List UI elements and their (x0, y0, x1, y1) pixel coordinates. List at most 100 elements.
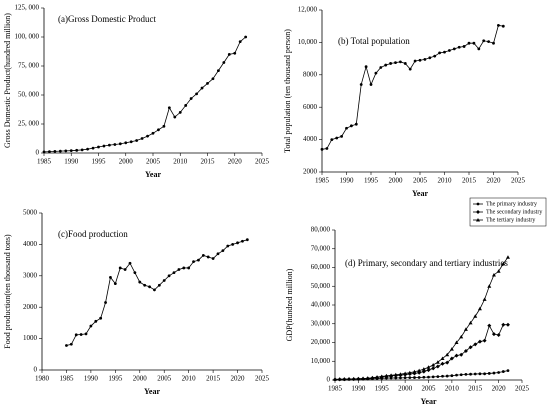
marker (157, 128, 160, 132)
marker (463, 348, 468, 353)
marker (89, 324, 93, 328)
panel: 2000 4000 6000 8000 10,000 12,000 1985 1990 1995… (283, 6, 526, 198)
y-axis-label: GDP(hundred million) (285, 268, 294, 341)
marker (135, 139, 139, 142)
marker (462, 45, 466, 48)
marker (123, 268, 127, 271)
marker (325, 147, 329, 150)
marker (182, 266, 186, 270)
chart-title: (c)Food production (58, 229, 128, 239)
marker (459, 334, 464, 339)
marker (450, 374, 454, 378)
marker (440, 361, 445, 366)
marker (476, 202, 480, 206)
marker (42, 150, 46, 154)
marker (501, 322, 506, 327)
y-tick-label: 50,000 (311, 282, 331, 290)
marker (473, 372, 477, 376)
marker (455, 373, 458, 377)
marker (407, 370, 412, 375)
marker (206, 82, 209, 85)
marker (459, 352, 464, 357)
x-tick-label: 1990 (351, 385, 366, 393)
marker (412, 369, 417, 374)
marker (423, 58, 427, 61)
x-axis-label: Year (145, 170, 161, 179)
marker (422, 375, 426, 379)
marker (359, 83, 363, 86)
marker (143, 283, 147, 287)
x-tick-label: 2010 (182, 375, 197, 383)
marker (431, 375, 435, 379)
marker (172, 271, 176, 275)
marker (435, 364, 440, 369)
x-tick-label: 2020 (228, 158, 243, 166)
marker (463, 327, 468, 331)
marker (361, 376, 366, 380)
marker (477, 47, 481, 51)
y-tick-label: 80,000 (311, 226, 331, 234)
marker (431, 366, 436, 371)
marker (403, 371, 408, 375)
x-tick-label: 1990 (64, 158, 79, 166)
marker (241, 239, 244, 243)
y-tick-label: 0 (327, 376, 331, 384)
marker (477, 339, 482, 344)
marker (64, 149, 68, 153)
x-tick-label: 2005 (413, 177, 428, 185)
marker (459, 373, 463, 377)
marker (118, 266, 122, 270)
y-tick-label: 10,000 (311, 357, 331, 365)
y-tick-label: 2000 (303, 168, 318, 176)
marker (478, 372, 482, 376)
x-tick-label: 1985 (315, 177, 330, 185)
marker (501, 24, 505, 28)
x-tick-label: 1985 (328, 385, 343, 393)
x-tick-label: 2025 (255, 158, 270, 166)
marker (340, 134, 343, 138)
marker (157, 283, 161, 287)
marker (398, 372, 403, 376)
marker (189, 97, 193, 100)
marker (195, 92, 199, 96)
y-tick-label: 5000 (23, 209, 38, 217)
marker (403, 376, 407, 380)
y-axis-label: Food production(ten thousand tons) (3, 234, 12, 349)
marker (162, 279, 166, 282)
chart-title: (b) Total population (338, 36, 410, 46)
x-tick-label: 1985 (37, 158, 52, 166)
marker (482, 297, 487, 301)
data-line (43, 36, 246, 153)
marker (427, 375, 430, 379)
marker (435, 360, 440, 364)
x-tick-label: 2015 (462, 177, 477, 185)
marker (505, 255, 510, 259)
marker (369, 83, 373, 86)
marker (217, 69, 220, 73)
marker (496, 269, 501, 273)
marker (128, 261, 132, 265)
marker (108, 143, 111, 147)
marker (473, 314, 478, 318)
marker (227, 53, 231, 56)
marker (408, 376, 412, 380)
x-tick-label: 2015 (206, 375, 221, 383)
marker (418, 58, 422, 62)
x-axis-label: Year (144, 387, 160, 396)
marker (426, 365, 431, 369)
marker (342, 377, 347, 381)
x-tick-label: 2025 (515, 385, 530, 393)
marker (211, 257, 215, 260)
marker (457, 45, 461, 49)
y-tick-label: 12,000 (298, 6, 318, 14)
x-axis-label: Year (412, 189, 428, 198)
legend-label: The tertiary industry (486, 217, 535, 223)
marker (413, 59, 417, 63)
x-tick-label: 1995 (364, 177, 379, 185)
marker (417, 376, 421, 379)
x-tick-label: 2010 (438, 177, 453, 185)
marker (505, 322, 510, 327)
marker (454, 340, 459, 344)
marker (206, 255, 210, 259)
y-tick-label: 50, 000 (18, 91, 40, 99)
